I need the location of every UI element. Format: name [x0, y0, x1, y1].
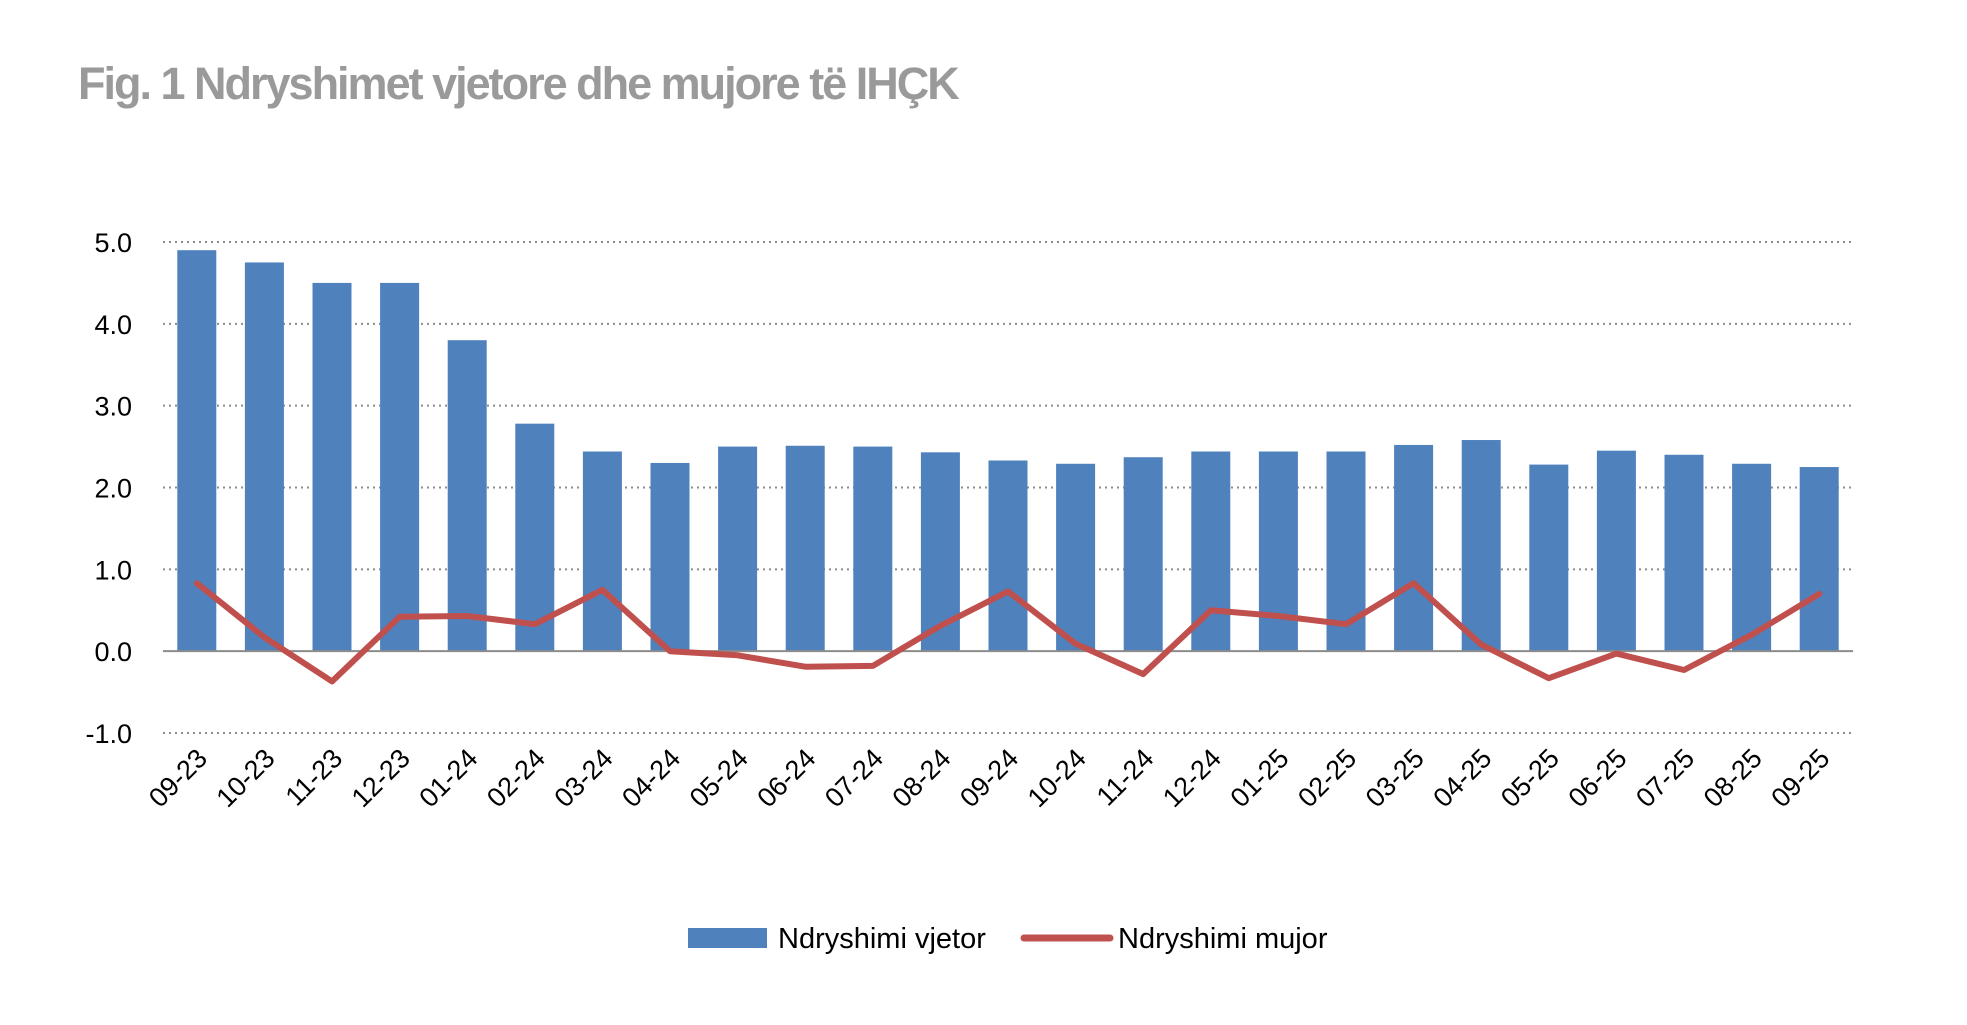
- point-09-23: [195, 582, 198, 585]
- point-04-24: [669, 650, 671, 653]
- point-03-25: [1412, 582, 1415, 585]
- bar-05-25: [1529, 464, 1569, 652]
- bar-08-25: [1732, 463, 1772, 652]
- point-02-24: [533, 623, 536, 626]
- legend: Ndryshimi vjetor Ndryshimi mujor: [688, 923, 1328, 955]
- point-07-24: [871, 664, 874, 667]
- y-tick-label: 1.0: [94, 555, 132, 585]
- legend-label-mujor: Ndryshimi mujor: [1118, 923, 1328, 955]
- x-tick-label: 03-25: [1360, 743, 1430, 813]
- x-tick-label: 06-25: [1563, 743, 1633, 813]
- x-tick-label: 08-24: [887, 743, 957, 813]
- bar-03-24: [582, 451, 622, 652]
- point-06-25: [1615, 652, 1618, 655]
- x-tick-label: 07-24: [819, 743, 889, 813]
- chart-title: Fig. 1 Ndryshimet vjetore dhe mujore të …: [78, 58, 960, 109]
- bar-07-24: [853, 446, 893, 652]
- bar-04-25: [1461, 440, 1501, 652]
- x-tick-label: 11-23: [280, 743, 349, 812]
- point-12-23: [398, 615, 401, 618]
- point-05-25: [1547, 677, 1550, 680]
- y-tick-label: 2.0: [94, 474, 132, 504]
- x-tick-label: 07-25: [1630, 743, 1700, 813]
- bar-10-24: [1056, 463, 1096, 652]
- point-01-25: [1277, 614, 1280, 617]
- x-tick-label: 05-24: [684, 743, 754, 813]
- x-tick-label: 02-25: [1292, 743, 1362, 813]
- bar-04-24: [650, 462, 690, 652]
- y-tick-label: 4.0: [94, 310, 132, 340]
- bar-11-24: [1123, 457, 1163, 652]
- x-tick-label: 09-23: [143, 743, 213, 813]
- point-02-25: [1345, 623, 1347, 626]
- point-10-23: [263, 636, 266, 639]
- bar-11-23: [312, 282, 352, 652]
- bar-07-25: [1664, 454, 1704, 652]
- point-12-24: [1209, 609, 1212, 612]
- point-09-25: [1818, 592, 1821, 595]
- bar-06-25: [1596, 450, 1636, 652]
- point-09-24: [1007, 590, 1009, 593]
- bar-05-24: [718, 446, 758, 652]
- point-04-25: [1480, 643, 1483, 646]
- point-01-24: [466, 614, 469, 617]
- bar-01-25: [1258, 451, 1298, 652]
- x-tick-label: 10-23: [211, 743, 281, 813]
- x-tick-label: 04-24: [616, 743, 686, 813]
- point-03-24: [601, 588, 604, 591]
- x-tick-label: 01-24: [413, 743, 483, 813]
- point-11-24: [1142, 673, 1145, 676]
- point-06-24: [804, 665, 807, 668]
- y-tick-label: -1.0: [85, 719, 132, 749]
- bar-06-24: [785, 445, 825, 652]
- x-tick-label: 11-24: [1091, 743, 1160, 812]
- y-tick-label: 3.0: [94, 392, 132, 422]
- y-axis-ticks: -1.0 0.0 1.0 2.0 3.0 4.0 5.0: [85, 228, 132, 749]
- x-tick-label: 01-25: [1225, 743, 1295, 813]
- bar-09-25: [1799, 467, 1839, 652]
- x-tick-label: 08-25: [1698, 743, 1768, 813]
- x-tick-label: 04-25: [1427, 743, 1497, 813]
- x-tick-label: 02-24: [481, 743, 551, 813]
- bar-02-24: [515, 423, 555, 652]
- point-11-23: [331, 680, 333, 683]
- x-tick-label: 12-23: [346, 743, 416, 813]
- point-10-24: [1074, 642, 1077, 645]
- y-tick-label: 5.0: [94, 228, 132, 258]
- point-07-25: [1683, 668, 1685, 671]
- bar-10-23: [244, 262, 284, 652]
- bar-12-24: [1191, 451, 1231, 652]
- y-tick-label: 0.0: [94, 637, 132, 667]
- x-tick-label: 06-24: [751, 743, 821, 813]
- x-tick-label: 09-24: [954, 743, 1024, 813]
- bar-01-24: [447, 340, 487, 652]
- line-ndryshimi-mujor: [193, 580, 1823, 685]
- x-tick-label: 03-24: [549, 743, 619, 813]
- point-05-24: [736, 654, 739, 657]
- legend-swatch-bar: [688, 928, 767, 948]
- point-08-24: [939, 624, 942, 627]
- x-tick-label: 12-24: [1157, 743, 1227, 813]
- bar-12-23: [380, 282, 420, 652]
- point-08-25: [1750, 633, 1753, 636]
- x-tick-label: 10-24: [1022, 743, 1092, 813]
- x-axis-ticks: 09-2310-2311-2312-2301-2402-2403-2404-24…: [143, 743, 1835, 813]
- x-tick-label: 05-25: [1495, 743, 1565, 813]
- bar-09-24: [988, 460, 1028, 652]
- bar-03-25: [1394, 444, 1434, 652]
- legend-label-vjetor: Ndryshimi vjetor: [778, 923, 986, 955]
- x-tick-label: 09-25: [1765, 743, 1835, 813]
